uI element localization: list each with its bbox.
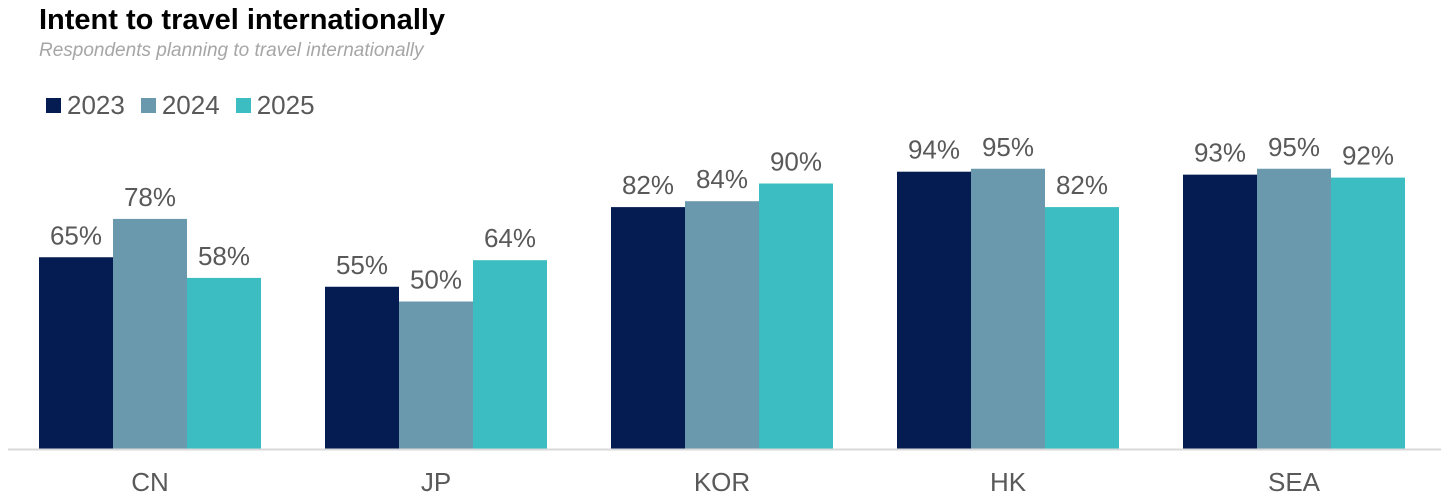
value-label-jp-2024: 50% — [410, 265, 462, 295]
bar-cn-2025 — [187, 277, 261, 449]
bar-hk-2024 — [971, 168, 1045, 449]
value-label-hk-2024: 95% — [982, 132, 1034, 162]
category-label-sea: SEA — [1268, 467, 1321, 497]
legend-swatch-2025 — [235, 97, 251, 113]
value-label-kor-2025: 90% — [770, 147, 822, 177]
bar-sea-2023 — [1183, 174, 1257, 449]
value-label-cn-2024: 78% — [124, 182, 176, 212]
bar-jp-2023 — [325, 286, 399, 449]
bar-sea-2025 — [1331, 177, 1405, 449]
bar-kor-2025 — [759, 183, 833, 449]
bar-cn-2023 — [39, 257, 113, 449]
bar-kor-2024 — [685, 201, 759, 449]
legend-swatch-2023 — [46, 97, 61, 113]
category-label-hk: HK — [990, 467, 1027, 497]
bar-hk-2025 — [1045, 207, 1119, 449]
category-label-jp: JP — [421, 467, 451, 497]
chart-subtitle: Respondents planning to travel internati… — [39, 40, 424, 61]
legend: 2023 2024 2025 — [46, 90, 331, 120]
legend-swatch-2024 — [140, 97, 156, 113]
legend-label-2025: 2025 — [256, 89, 315, 120]
bar-hk-2023 — [897, 171, 971, 449]
bar-sea-2024 — [1257, 168, 1331, 449]
value-label-sea-2024: 95% — [1268, 132, 1320, 162]
bar-cn-2024 — [113, 218, 187, 449]
category-label-kor: KOR — [694, 467, 750, 497]
value-label-jp-2023: 55% — [336, 250, 388, 280]
value-label-sea-2025: 92% — [1342, 141, 1394, 171]
legend-item-2025: 2025 — [235, 89, 315, 121]
legend-label-2024: 2024 — [161, 89, 220, 120]
value-label-hk-2025: 82% — [1056, 170, 1108, 200]
value-label-hk-2023: 94% — [908, 135, 960, 165]
value-label-cn-2025: 58% — [198, 241, 250, 271]
legend-label-2023: 2023 — [67, 89, 125, 120]
value-label-sea-2023: 93% — [1194, 138, 1246, 168]
chart-title: Intent to travel internationally — [39, 4, 446, 36]
bar-jp-2025 — [473, 260, 547, 449]
legend-item-2024: 2024 — [140, 89, 220, 121]
value-label-jp-2025: 64% — [484, 223, 536, 253]
bar-kor-2023 — [611, 207, 685, 449]
legend-item-2023: 2023 — [46, 90, 125, 121]
category-label-cn: CN — [131, 467, 169, 497]
bar-jp-2024 — [399, 301, 473, 449]
value-label-cn-2023: 65% — [50, 220, 102, 250]
value-label-kor-2023: 82% — [622, 170, 674, 200]
value-label-kor-2024: 84% — [696, 164, 748, 194]
